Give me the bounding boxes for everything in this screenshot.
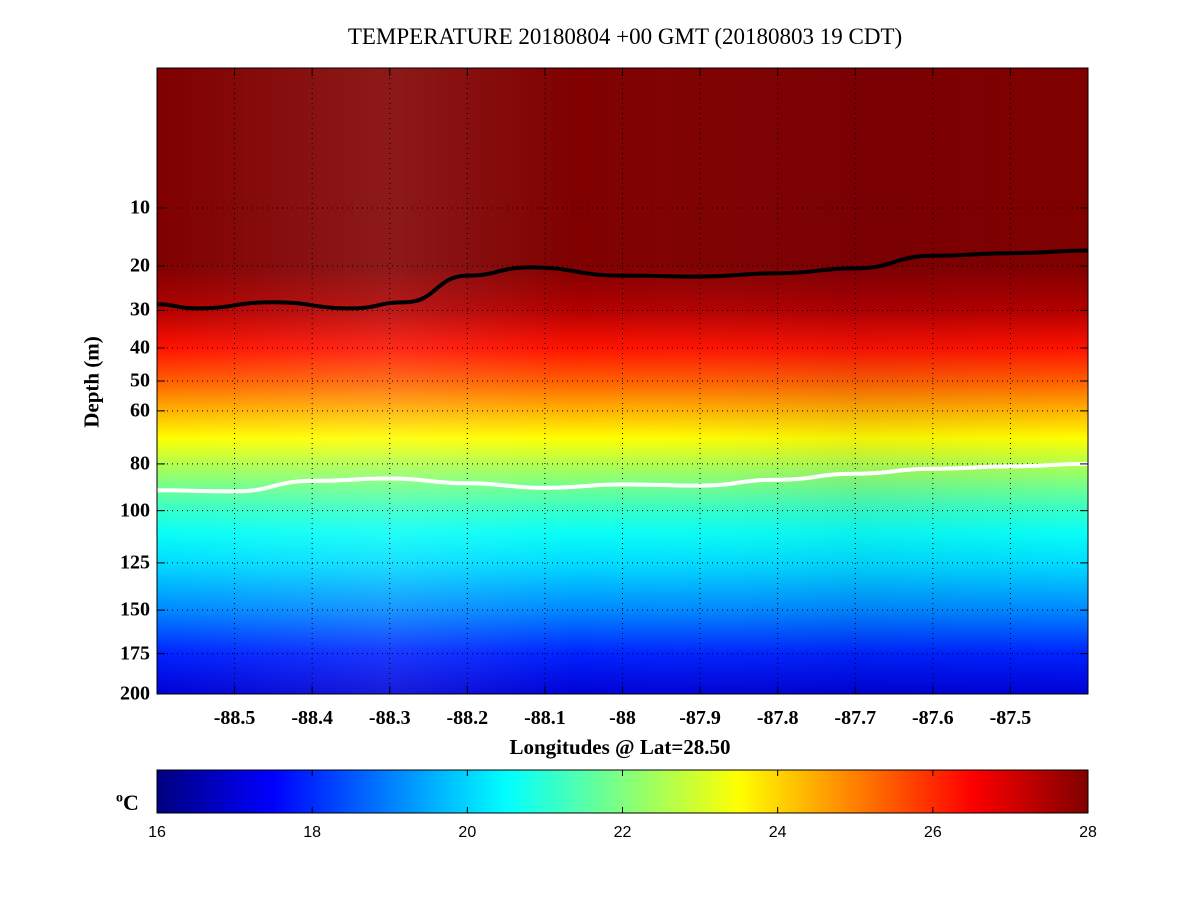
x-tick-label: -87.9 [679, 707, 721, 729]
colorbar-tick-label: 16 [148, 824, 166, 841]
y-tick-label: 60 [130, 399, 150, 422]
x-tick-label: -88.5 [213, 707, 256, 729]
colorbar-tick-label: 22 [613, 824, 632, 841]
x-axis-label: Longitudes @ Lat=28.50 [509, 735, 731, 759]
x-tick-label: -87.6 [911, 707, 954, 729]
y-tick-label: 20 [130, 254, 150, 277]
y-tick-label: 100 [120, 499, 150, 522]
colorbar [156, 769, 1089, 814]
chart-title: TEMPERATURE 20180804 +00 GMT (20180803 1… [347, 24, 903, 49]
y-tick-label: 30 [130, 298, 150, 321]
colorbar-unit: oC [116, 790, 139, 815]
x-tick-label: -88.4 [291, 707, 333, 729]
x-tick-label: -87.7 [834, 707, 877, 729]
x-tick-label: -88.3 [368, 707, 411, 729]
contour-23 [156, 461, 1089, 494]
colorbar-tick-label: 28 [1079, 824, 1097, 841]
y-tick-label: 50 [130, 369, 150, 392]
x-tick-label: -88.1 [524, 707, 566, 729]
y-tick-label: 80 [130, 452, 150, 475]
colorbar-tick-label: 26 [923, 824, 942, 841]
y-tick-label: 175 [120, 642, 150, 665]
colorbar-tick-label: 18 [303, 824, 322, 841]
y-tick-label: 200 [120, 682, 150, 705]
y-tick-label: 125 [120, 551, 150, 574]
x-tick-label: -88.2 [446, 707, 489, 729]
y-tick-label: 10 [130, 196, 150, 219]
y-tick-label: 150 [120, 598, 150, 621]
x-tick-label: -87.5 [989, 707, 1032, 729]
colorbar-tick-label: 20 [458, 824, 477, 841]
colorbar-tick-label: 24 [768, 824, 787, 841]
x-tick-label: -87.8 [756, 707, 799, 729]
x-tick-label: -88 [609, 707, 636, 729]
y-tick-label: 40 [130, 336, 150, 359]
contour-28 [156, 248, 1089, 311]
